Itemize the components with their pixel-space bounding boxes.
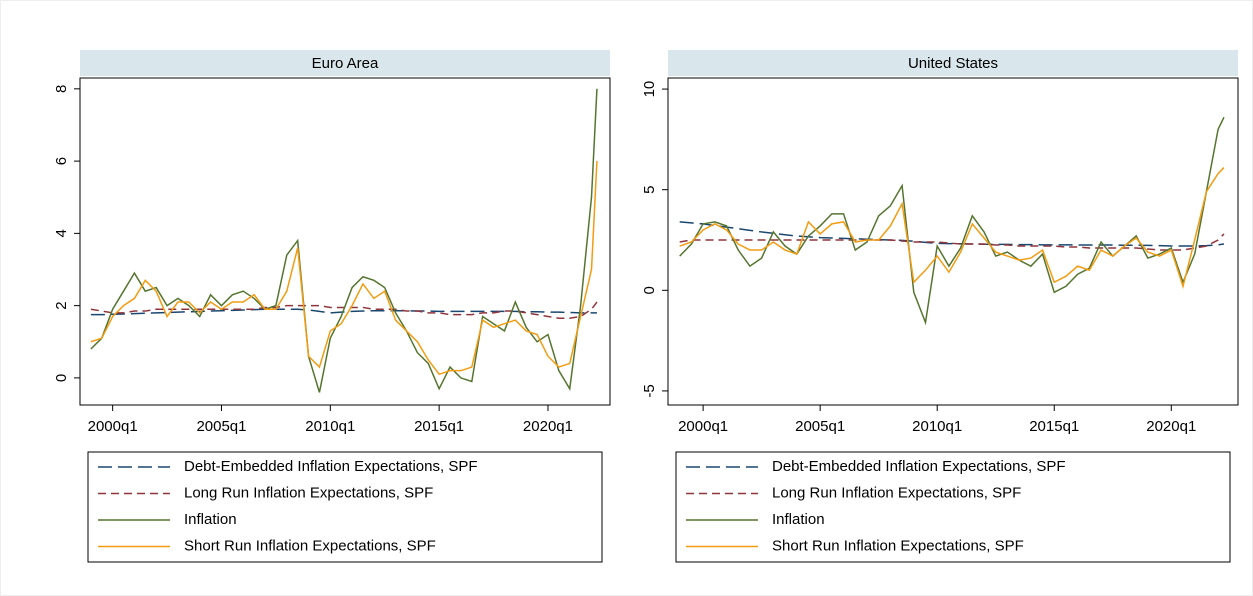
x-tick-label: 2015q1 — [414, 418, 464, 435]
x-tick-label: 2005q1 — [795, 418, 845, 435]
legend-label: Long Run Inflation Expectations, SPF — [772, 484, 1021, 501]
plot-area — [667, 77, 1239, 406]
y-tick-label: 4 — [53, 229, 70, 237]
legend-label: Short Run Inflation Expectations, SPF — [184, 537, 436, 554]
x-tick-label: 2020q1 — [523, 418, 573, 435]
series-line — [90, 308, 597, 316]
plot-lines — [90, 88, 598, 393]
y-tick-label: 10 — [641, 81, 658, 98]
legend-label: Long Run Inflation Expectations, SPF — [184, 484, 433, 501]
legend-box — [87, 451, 603, 563]
series-line — [90, 88, 598, 393]
x-tick-label: 2020q1 — [1146, 418, 1196, 435]
legend-label: Inflation — [184, 511, 237, 528]
panel-title: United States — [908, 55, 998, 72]
x-tick-label: 2005q1 — [196, 418, 246, 435]
title-strip — [80, 50, 610, 76]
x-tick-label: 2000q1 — [678, 418, 728, 435]
y-tick-label: 8 — [53, 85, 70, 93]
series-line — [679, 221, 1225, 247]
y-tick-label: -5 — [641, 384, 658, 397]
legend-label: Debt-Embedded Inflation Expectations, SP… — [772, 458, 1066, 475]
y-tick-label: 2 — [53, 301, 70, 309]
series-line — [90, 301, 598, 320]
legend-label: Inflation — [772, 511, 825, 528]
title-strip — [668, 50, 1238, 76]
plot-area — [79, 77, 611, 406]
plot-lines — [679, 116, 1225, 326]
x-tick-label: 2015q1 — [1029, 418, 1079, 435]
x-tick-label: 2010q1 — [912, 418, 962, 435]
x-tick-label: 2000q1 — [88, 418, 138, 435]
y-tick-label: 5 — [641, 186, 658, 194]
y-tick-label: 0 — [641, 286, 658, 294]
legend-label: Debt-Embedded Inflation Expectations, SP… — [184, 458, 478, 475]
panel-title: Euro Area — [312, 55, 379, 72]
y-tick-label: 6 — [53, 157, 70, 165]
legend-box — [675, 451, 1231, 563]
series-line — [679, 167, 1225, 289]
y-tick-label: 0 — [53, 374, 70, 382]
x-tick-label: 2010q1 — [305, 418, 355, 435]
series-line — [679, 233, 1225, 251]
legend-label: Short Run Inflation Expectations, SPF — [772, 537, 1024, 554]
series-line — [90, 161, 598, 376]
